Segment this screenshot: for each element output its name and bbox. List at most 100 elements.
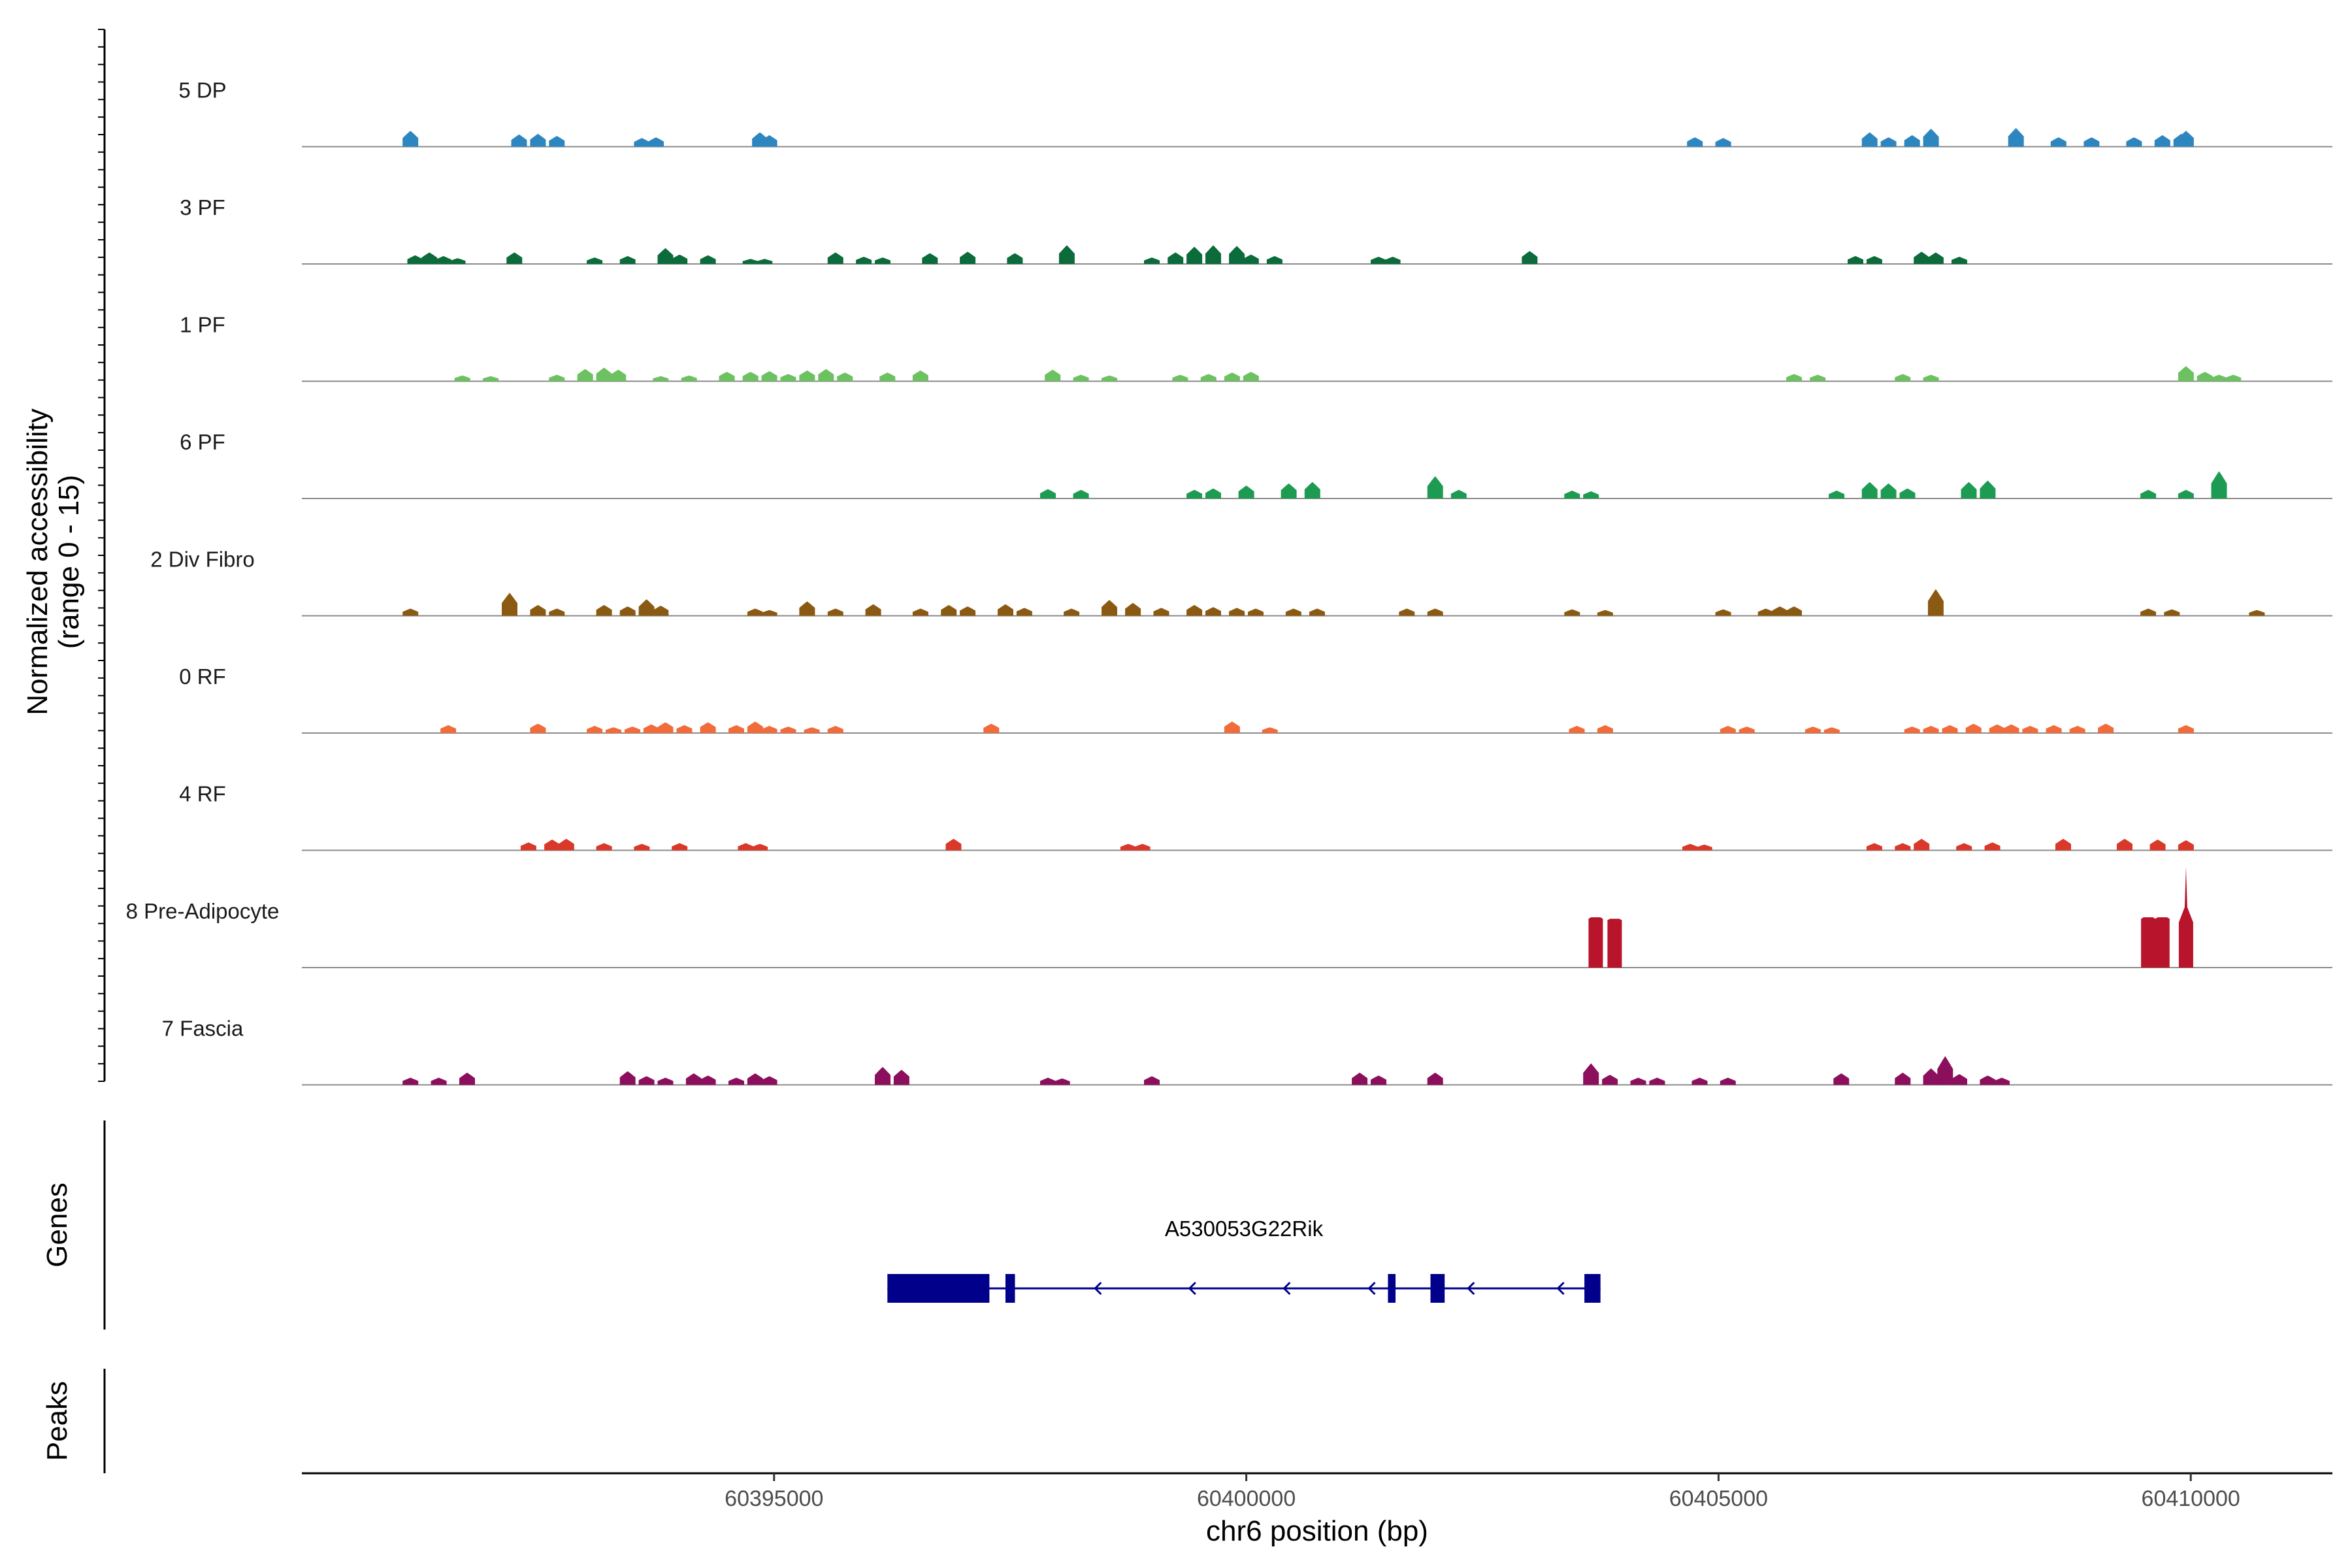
x-tick-label: 60400000 bbox=[1197, 1486, 1296, 1511]
coverage-peak bbox=[1352, 1072, 1368, 1085]
coverage-peak bbox=[2178, 840, 2194, 851]
coverage-peak bbox=[1866, 255, 1882, 264]
coverage-peak bbox=[431, 1077, 447, 1085]
coverage-peak bbox=[1172, 374, 1188, 382]
coverage-peak bbox=[2098, 723, 2114, 733]
coverage-peak bbox=[1229, 246, 1245, 264]
coverage-peak bbox=[2117, 838, 2132, 851]
coverage-peak bbox=[2178, 131, 2194, 147]
coverage-peak bbox=[577, 368, 593, 382]
coverage-peak bbox=[1786, 374, 1802, 382]
coverage-peak bbox=[1937, 1056, 1953, 1085]
coverage-peak bbox=[1602, 1075, 1618, 1085]
coverage-peak bbox=[1522, 251, 1538, 264]
coverage-peak bbox=[1144, 1076, 1160, 1085]
coverage-peak bbox=[827, 252, 843, 264]
genes-panel-label: Genes bbox=[41, 1183, 73, 1267]
coverage-peak bbox=[780, 727, 796, 733]
coverage-peak bbox=[827, 608, 843, 616]
coverage-peak bbox=[1965, 723, 1982, 733]
coverage-peak bbox=[2141, 917, 2156, 968]
coverage-peak bbox=[549, 374, 565, 382]
coverage-peak bbox=[2178, 366, 2194, 382]
coverage-peak bbox=[1630, 1077, 1646, 1085]
coverage-peak bbox=[2164, 609, 2180, 616]
coverage-peak bbox=[1040, 1077, 1056, 1085]
peaks-panel-label: Peaks bbox=[41, 1381, 73, 1461]
coverage-peak bbox=[1696, 844, 1712, 851]
coverage-peak bbox=[1861, 132, 1878, 147]
coverage-peak bbox=[549, 136, 565, 147]
coverage-peak bbox=[1224, 372, 1240, 382]
coverage-peak bbox=[998, 604, 1013, 616]
coverage-peak bbox=[606, 727, 621, 733]
coverage-peak bbox=[2003, 724, 2019, 733]
coverage-peak bbox=[728, 725, 744, 733]
coverage-peak bbox=[1597, 610, 1613, 616]
coverage-peak bbox=[610, 369, 627, 382]
coverage-peak bbox=[2154, 135, 2170, 147]
coverage-peak bbox=[1102, 600, 1117, 616]
coverage-peak bbox=[1371, 1075, 1386, 1085]
coverage-peak bbox=[1866, 843, 1882, 851]
strand-arrow bbox=[1282, 1281, 1291, 1296]
strand-arrow bbox=[1556, 1281, 1565, 1296]
coverage-peak bbox=[2249, 610, 2265, 616]
coverage-peak bbox=[1186, 605, 1203, 616]
coverage-peak bbox=[1007, 253, 1023, 264]
coverage-peak bbox=[1786, 606, 1802, 616]
coverage-peak bbox=[1961, 482, 1977, 498]
coverage-peak bbox=[1262, 727, 1278, 733]
coverage-peak bbox=[634, 138, 650, 147]
coverage-peak bbox=[960, 606, 976, 616]
coverage-peak bbox=[1989, 724, 2005, 733]
coverage-peak bbox=[440, 725, 457, 733]
coverage-peak bbox=[2211, 374, 2227, 382]
x-axis-title: chr6 position (bp) bbox=[1206, 1515, 1428, 1547]
coverage-peak bbox=[2140, 489, 2157, 498]
coverage-peak bbox=[685, 1073, 702, 1085]
track-0: 5 DP bbox=[178, 78, 2332, 148]
coverage-peak bbox=[1715, 609, 1731, 616]
coverage-peak bbox=[1810, 374, 1826, 382]
coverage-peak bbox=[1058, 245, 1075, 264]
coverage-peak bbox=[742, 372, 759, 382]
coverage-peak bbox=[2178, 867, 2193, 968]
track-5: 0 RF bbox=[179, 664, 2332, 734]
coverage-peak bbox=[530, 723, 546, 733]
coverage-peak bbox=[1880, 137, 1897, 147]
coverage-peak bbox=[1229, 608, 1245, 616]
coverage-peak bbox=[1224, 721, 1240, 733]
coverage-peak bbox=[2008, 127, 2024, 147]
coverage-peak bbox=[1720, 726, 1736, 733]
coverage-peak bbox=[502, 593, 517, 616]
coverage-peak bbox=[596, 367, 612, 382]
coverage-peak bbox=[827, 726, 843, 733]
coverage-peak bbox=[1895, 1072, 1911, 1085]
coverage-peak bbox=[1952, 257, 1967, 264]
coverage-peak bbox=[1073, 489, 1089, 498]
coverage-peak bbox=[761, 610, 777, 616]
coverage-peak bbox=[672, 254, 688, 264]
coverage-peak bbox=[1923, 129, 1939, 147]
track-label: 6 PF bbox=[180, 430, 225, 454]
coverage-peak bbox=[511, 134, 527, 147]
coverage-peak bbox=[1895, 374, 1911, 382]
coverage-peak bbox=[596, 605, 612, 616]
coverage-peak bbox=[761, 135, 777, 147]
coverage-peak bbox=[738, 843, 754, 851]
coverage-peak bbox=[1040, 489, 1056, 498]
track-label: 4 RF bbox=[179, 782, 226, 806]
coverage-peak bbox=[1569, 726, 1585, 733]
coverage-peak bbox=[1848, 255, 1863, 264]
x-tick-label: 60405000 bbox=[1669, 1486, 1768, 1511]
strand-arrow bbox=[1467, 1281, 1475, 1296]
coverage-peak bbox=[700, 255, 716, 264]
coverage-peak bbox=[544, 840, 561, 851]
strand-arrow bbox=[1188, 1281, 1196, 1296]
coverage-peak bbox=[837, 372, 853, 382]
coverage-peak bbox=[728, 1077, 744, 1085]
coverage-peak bbox=[2126, 137, 2142, 147]
coverage-peak bbox=[2155, 917, 2170, 968]
